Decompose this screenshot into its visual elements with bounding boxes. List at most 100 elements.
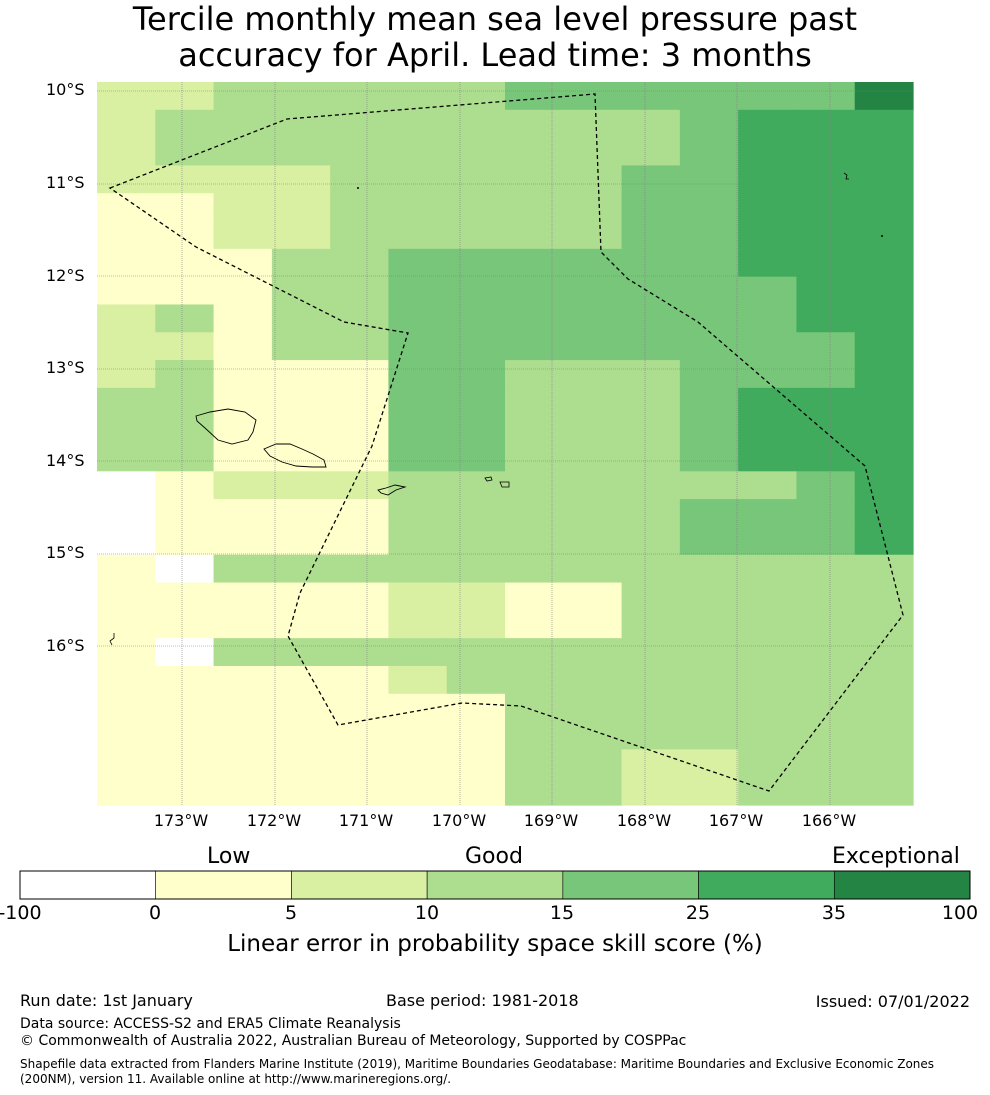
- grid-cell: [563, 193, 623, 222]
- grid-cell: [738, 82, 798, 111]
- lon-label-170w: 170°W: [431, 811, 487, 830]
- grid-cell: [621, 109, 681, 139]
- chart-title-line-2: accuracy for April. Lead time: 3 months: [178, 36, 812, 74]
- grid-cell: [854, 582, 914, 611]
- chart-title-line-1: Tercile monthly mean sea level pressure …: [132, 0, 858, 38]
- grid-cell: [621, 193, 681, 222]
- grid-cell: [679, 193, 739, 222]
- lon-label-166w: 166°W: [801, 811, 857, 830]
- grid-cell: [271, 610, 331, 639]
- grid-cell: [505, 332, 564, 361]
- grid-cell: [446, 248, 506, 278]
- grid-cell: [446, 415, 506, 445]
- grid-cell: [796, 332, 856, 361]
- island-northeast-atoll: [881, 235, 883, 237]
- grid-cell: [213, 360, 273, 389]
- grid-cell: [388, 137, 448, 167]
- grid-cell: [446, 610, 506, 639]
- grid-cell: [388, 276, 448, 306]
- grid-cell: [388, 693, 448, 723]
- grid-cell: [679, 221, 739, 250]
- grid-cell: [505, 415, 564, 445]
- grid-cell: [796, 82, 856, 111]
- grid-cell: [854, 332, 914, 361]
- grid-cell: [679, 109, 739, 139]
- grid-cell: [155, 165, 215, 194]
- grid-cell: [155, 721, 215, 750]
- grid-cell: [563, 109, 623, 139]
- grid-cell: [796, 554, 856, 584]
- skill-grid: [97, 82, 914, 806]
- grid-cell: [97, 638, 156, 667]
- grid-cell: [446, 693, 506, 723]
- grid-cell: [563, 332, 623, 361]
- island-tutuila: [377, 484, 407, 496]
- grid-cell: [97, 777, 156, 806]
- grid-cell: [679, 638, 739, 667]
- grid-cell: [505, 721, 564, 750]
- grid-cell: [738, 221, 798, 250]
- grid-cell: [213, 221, 273, 250]
- grid-cell: [97, 499, 156, 528]
- grid-cell: [505, 554, 564, 584]
- grid-cell: [621, 554, 681, 584]
- run-date: Run date: 1st January: [20, 991, 193, 1010]
- grid-cell: [563, 276, 623, 306]
- grid-cell: [155, 526, 215, 556]
- grid-cell: [679, 721, 739, 750]
- grid-cell: [796, 638, 856, 667]
- grid-cell: [796, 109, 856, 139]
- grid-cell: [738, 387, 798, 417]
- grid-cell: [505, 109, 564, 139]
- grid-cell: [563, 387, 623, 417]
- grid-cell: [388, 749, 448, 778]
- grid-cell: [271, 554, 331, 584]
- colorbar-segment: [833, 870, 971, 900]
- grid-cell: [738, 332, 798, 361]
- grid-cell: [97, 610, 156, 639]
- grid-cell: [271, 415, 331, 445]
- grid-cell: [854, 165, 914, 194]
- grid-cell: [271, 499, 331, 528]
- grid-cell: [621, 610, 681, 639]
- grid-cell: [796, 360, 856, 389]
- grid-cell: [563, 749, 623, 778]
- grid-cell: [330, 693, 390, 723]
- grid-cell: [679, 526, 739, 556]
- grid-cell: [854, 387, 914, 417]
- grid-cell: [271, 471, 331, 500]
- grid-cell: [271, 165, 331, 194]
- grid-cell: [388, 721, 448, 750]
- grid-cell: [796, 665, 856, 695]
- issued-date: Issued: 07/01/2022: [815, 992, 970, 1011]
- island-swains: [357, 187, 359, 189]
- grid-cell: [97, 137, 156, 167]
- grid-cell: [505, 749, 564, 778]
- lat-label-11s: 11°S: [46, 173, 85, 192]
- grid-cell: [271, 109, 331, 139]
- grid-cell: [563, 638, 623, 667]
- grid-cell: [97, 749, 156, 778]
- grid-cell: [213, 526, 273, 556]
- grid-cell: [621, 82, 681, 111]
- grid-cell: [330, 665, 390, 695]
- grid-cell: [505, 582, 564, 611]
- grid-cell: [679, 165, 739, 194]
- lon-label-173w: 173°W: [153, 811, 209, 830]
- grid-cell: [330, 443, 390, 472]
- grid-cell: [271, 82, 331, 111]
- grid-cell: [621, 332, 681, 361]
- grid-cell: [330, 137, 390, 167]
- grid-cell: [97, 248, 156, 278]
- grid-cell: [505, 137, 564, 167]
- grid-cell: [796, 721, 856, 750]
- grid-cell: [388, 554, 448, 584]
- grid-cell: [213, 693, 273, 723]
- grid-cell: [679, 443, 739, 472]
- grid-cell: [446, 193, 506, 222]
- grid-cell: [155, 638, 215, 667]
- grid-cell: [388, 193, 448, 222]
- grid-cell: [796, 165, 856, 194]
- grid-cell: [621, 777, 681, 806]
- grid-cell: [213, 610, 273, 639]
